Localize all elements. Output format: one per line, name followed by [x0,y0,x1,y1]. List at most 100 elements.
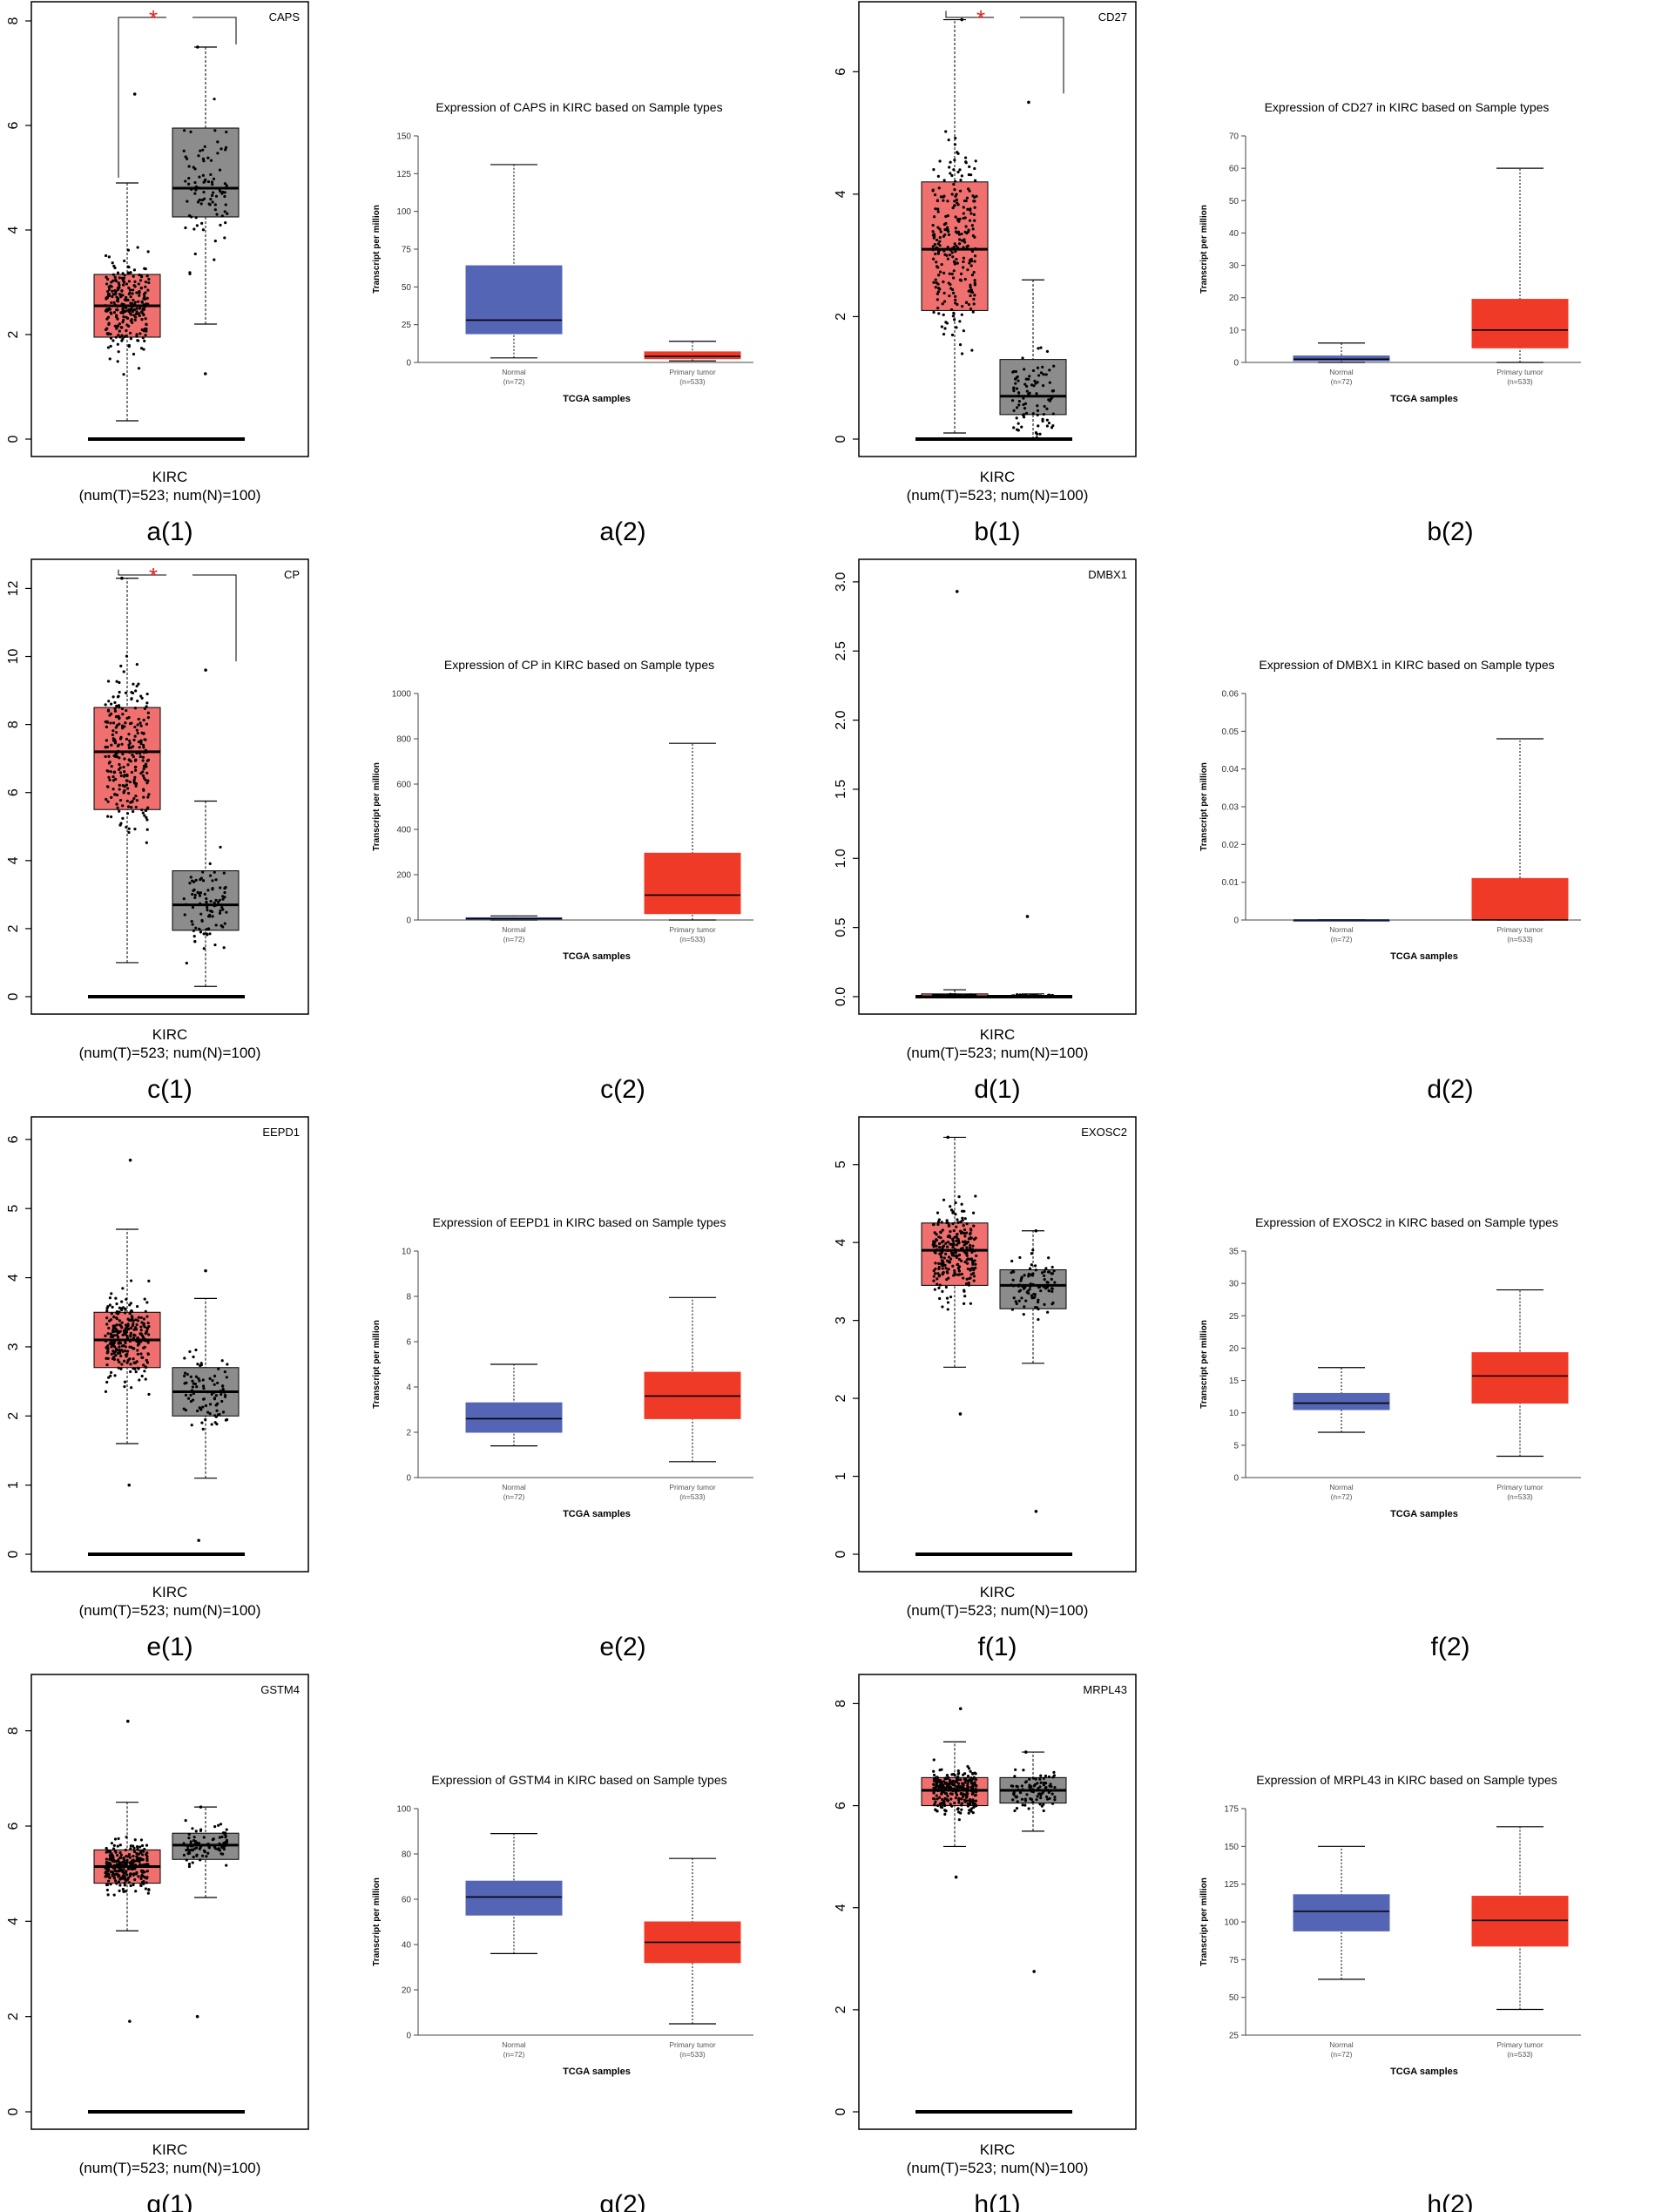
tumor-point [113,1866,117,1870]
tumor-point [118,1349,122,1352]
chart-title: Expression of CD27 in KIRC based on Samp… [1265,100,1550,114]
tumor-point [957,1796,961,1801]
tumor-point [120,289,124,293]
tumor-point [118,1850,122,1855]
tumor-point [940,994,944,998]
normal-point [1044,1267,1048,1270]
y-tick-label: 2.5 [834,641,848,660]
tumor-sample-count: (n=533) [1507,1492,1533,1501]
normal-point [1050,1277,1053,1281]
tumor-point [962,206,965,209]
tumor-point [940,1241,944,1244]
y-tick-label: 0.01 [1222,878,1240,888]
tumor-point [129,1884,132,1888]
normal-point [1044,1795,1049,1799]
tumor-point [130,307,133,310]
normal-point [219,1823,223,1826]
tumor-point [946,1301,950,1304]
tumor-point [954,1796,958,1800]
tumor-point [132,314,136,317]
tumor-point [938,244,942,247]
normal-box [1293,355,1390,362]
tumor-point [128,1856,132,1859]
tumor-point [960,1272,963,1276]
y-tick-label: 800 [396,735,411,745]
y-tick-label: 80 [402,1850,412,1860]
tumor-point [143,1370,146,1373]
tumor-point [973,1249,976,1253]
y-tick-label: 0.0 [834,987,848,1006]
tumor-point [946,214,949,218]
tumor-point [108,1296,112,1300]
tumor-point [964,1282,969,1286]
tumor-point [116,1853,119,1857]
tumor-point [126,787,130,790]
tumor-point [942,1780,946,1783]
tumor-point [116,1844,119,1848]
tumor-point [138,1863,142,1866]
y-tick-label: 1 [6,1481,21,1489]
tumor-point [141,307,145,311]
tumor-point [132,1844,135,1848]
tumor-point [947,1234,950,1237]
x-axis-label: TCGA samples [563,2067,631,2077]
tumor-point [132,778,136,781]
tumor-point [109,1857,112,1861]
normal-point [202,1387,206,1390]
gene-label: EEPD1 [262,1126,300,1139]
tumor-point [140,696,144,700]
normal-point [208,1411,212,1416]
tumor-point [121,337,125,341]
y-tick-label: 0.02 [1222,841,1240,850]
normal-point [222,1847,226,1851]
plot-frame [30,1,309,457]
tumor-point [116,342,119,346]
tumor-point [111,737,115,741]
normal-point [1028,375,1031,378]
tumor-point [145,327,148,331]
tumor-point [947,1785,950,1789]
normal-point [184,1819,187,1823]
tumor-point [120,1326,124,1329]
tumor-point [111,1338,115,1342]
tumor-point [127,830,131,835]
tumor-point [133,781,137,785]
tumor-point [972,1279,976,1282]
tumor-point [128,1357,132,1361]
tumor-point [114,777,118,781]
normal-point [191,1827,194,1830]
y-tick-label: 2 [834,313,848,321]
tumor-point [133,1334,137,1337]
tumor-point [116,1872,119,1876]
tumor-point [972,270,976,274]
normal-point [210,193,214,197]
tumor-point [105,797,108,802]
normal-outlier [1034,1228,1038,1233]
tumor-point [942,1245,945,1248]
tumor-box [93,707,161,810]
tumor-point [947,1782,950,1786]
tumor-point [109,344,112,348]
tumor-point [970,1248,975,1251]
normal-point [1010,1784,1015,1788]
tumor-point [958,343,963,347]
normal-point [1025,1793,1029,1796]
normal-point [223,210,226,213]
y-tick-label: 75 [402,246,412,255]
tumor-point [947,281,950,285]
tumor-point [123,775,126,778]
y-tick-label: 35 [1229,1248,1240,1257]
normal-point [223,922,226,925]
tumor-point [123,1311,127,1315]
tumor-point [126,304,130,308]
tumor-point [933,1288,936,1291]
normal-point [1046,1789,1050,1792]
tumor-point [968,1798,972,1802]
tumor-point [106,800,110,803]
tumor-point [968,1248,972,1252]
tumor-point [946,1245,949,1248]
tumor-point [941,1798,944,1802]
y-axis-label: Transcript per million [372,762,382,851]
tumor-point [949,1257,953,1261]
